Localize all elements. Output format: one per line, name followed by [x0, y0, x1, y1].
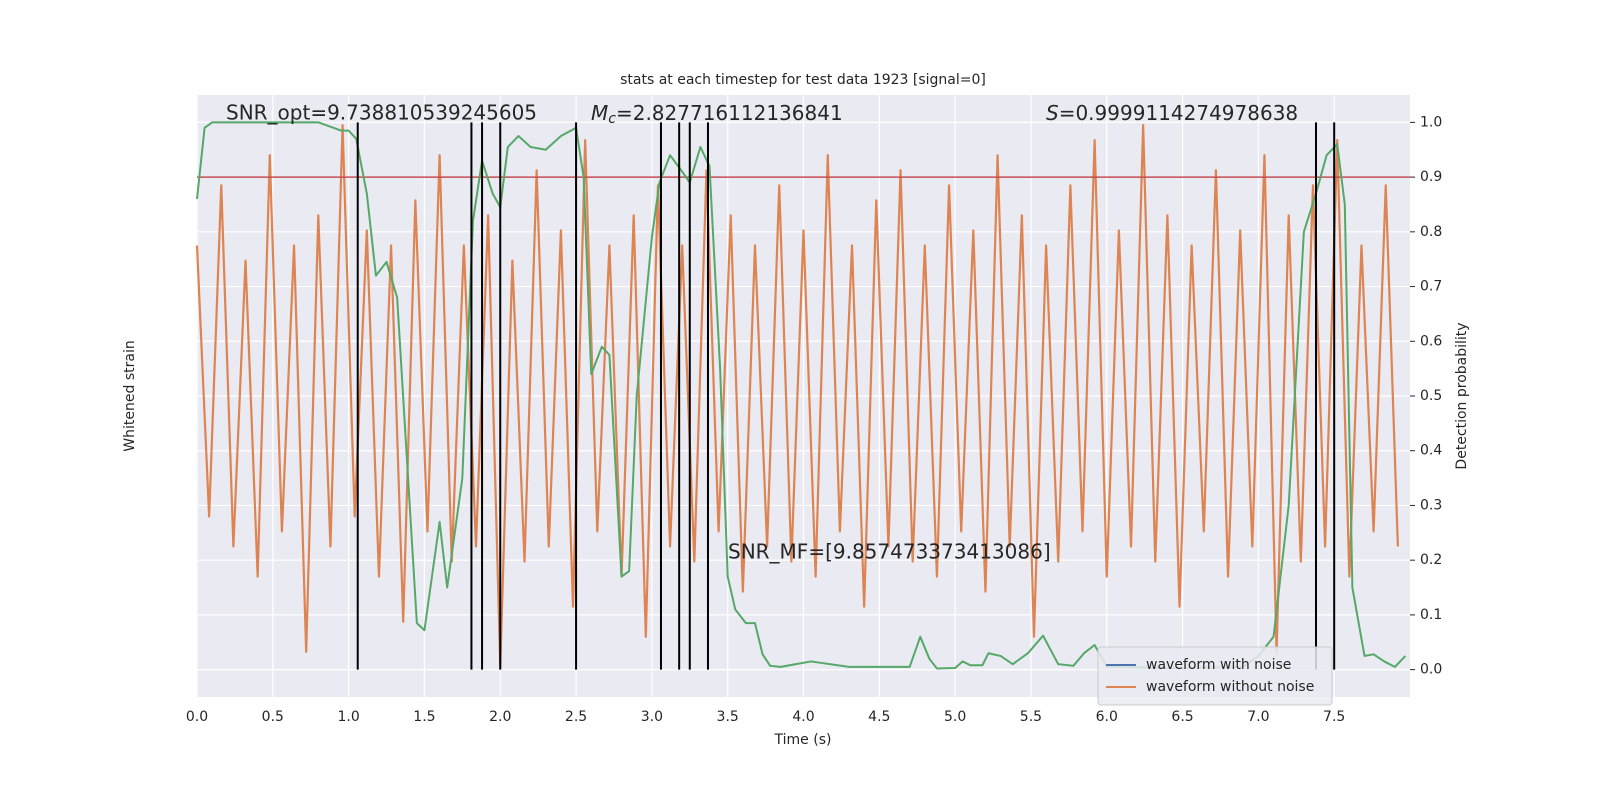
- y2-axis-label: Detection probability: [1454, 322, 1470, 469]
- y2-tick-label: 0.3: [1420, 497, 1442, 513]
- y2-tick-label: 0.4: [1420, 443, 1442, 459]
- annotation-symbol: M: [591, 101, 608, 125]
- y2-tick-label: 0.7: [1420, 279, 1442, 295]
- y2-tick-label: 0.6: [1420, 333, 1442, 349]
- x-tick-label: 2.0: [489, 709, 511, 725]
- y2-tick-label: 0.9: [1420, 169, 1442, 185]
- x-tick-label: 7.5: [1323, 709, 1345, 725]
- x-tick-label: 0.0: [186, 709, 208, 725]
- legend-box: [1097, 646, 1333, 706]
- annotation: SNR_opt=9.738810539245605: [226, 101, 537, 125]
- x-tick-label: 0.5: [262, 709, 284, 725]
- annotation: Mc=2.827716112136841: [591, 101, 843, 128]
- x-tick-label: 1.0: [337, 709, 359, 725]
- x-tick-label: 6.0: [1096, 709, 1118, 725]
- x-tick-label: 6.5: [1171, 709, 1193, 725]
- x-tick-label: 5.5: [1020, 709, 1042, 725]
- x-axis-label: Time (s): [774, 732, 832, 748]
- annotation: S=0.9999114274978638: [1046, 101, 1298, 125]
- y2-tick-label: 0.1: [1420, 607, 1442, 623]
- x-tick-label: 7.0: [1247, 709, 1269, 725]
- x-tick-label: 2.5: [565, 709, 587, 725]
- annotation-subscript: c: [608, 111, 616, 127]
- y2-tick-label: 0.2: [1420, 552, 1442, 568]
- annotation: SNR_MF=[9.857473373413086]: [728, 540, 1051, 564]
- y2-tick-label: 0.8: [1420, 224, 1442, 240]
- chart-title: stats at each timestep for test data 192…: [620, 72, 986, 88]
- x-tick-label: 4.0: [792, 709, 814, 725]
- y2-tick-label: 1.0: [1420, 114, 1442, 130]
- x-tick-label: 1.5: [413, 709, 435, 725]
- legend-label: waveform with noise: [1146, 657, 1291, 673]
- y2-tick-label: 0.0: [1420, 662, 1442, 678]
- annotation-text: =2.827716112136841: [616, 101, 843, 125]
- annotation-symbol: S: [1046, 101, 1059, 125]
- y-axis-label: Whitened strain: [122, 340, 138, 451]
- series-line: [195, 124, 1399, 668]
- x-tick-label: 4.5: [868, 709, 890, 725]
- x-tick-label: 3.5: [717, 709, 739, 725]
- x-tick-label: 5.0: [944, 709, 966, 725]
- x-tick-label: 3.0: [641, 709, 663, 725]
- annotation-text: =0.9999114274978638: [1059, 101, 1298, 125]
- legend-label: waveform without noise: [1146, 679, 1314, 695]
- y2-tick-label: 0.5: [1420, 388, 1442, 404]
